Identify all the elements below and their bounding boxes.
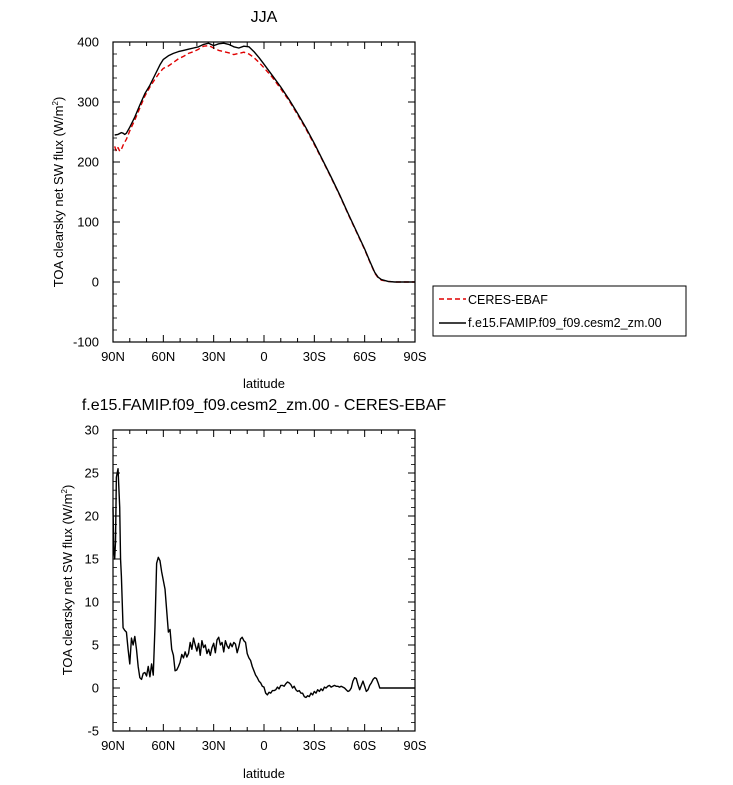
bottom-y-axis-label-end: ) [60, 485, 75, 489]
legend-label-model: f.e15.FAMIP.f09_f09.cesm2_zm.00 [468, 316, 662, 330]
bottom-x-tick-label: 60S [353, 738, 376, 753]
bottom-series-line-0 [112, 468, 415, 699]
top-x-axis-label: latitude [243, 376, 285, 391]
bottom-y-tick-label: 20 [85, 509, 99, 524]
top-x-tick-label: 30N [202, 349, 226, 364]
top-chart-title: JJA [251, 9, 278, 26]
bottom-x-tick-label: 30S [303, 738, 326, 753]
top-y-tick-label: 400 [77, 35, 99, 50]
bottom-y-tick-label: 30 [85, 423, 99, 438]
bottom-y-axis-label: TOA clearsky net SW flux (W/m2) [60, 485, 75, 676]
top-y-axis-label: TOA clearsky net SW flux (W/m2) [51, 97, 66, 288]
bottom-x-axis-label: latitude [243, 766, 285, 781]
bottom-y-tick-label: 25 [85, 466, 99, 481]
top-x-tick-label: 0 [260, 349, 267, 364]
top-x-tick-label: 90N [101, 349, 125, 364]
top-y-tick-label: 0 [92, 275, 99, 290]
top-x-tick-label: 60S [353, 349, 376, 364]
top-y-tick-label: -100 [73, 335, 99, 350]
top-x-tick-label: 30S [303, 349, 326, 364]
bottom-y-axis-label-main: TOA clearsky net SW flux (W/m [60, 494, 75, 676]
bottom-y-tick-label: 15 [85, 552, 99, 567]
bottom-chart-title: f.e15.FAMIP.f09_f09.cesm2_zm.00 - CERES-… [82, 397, 447, 414]
bottom-y-tick-label: 5 [92, 638, 99, 653]
bottom-y-tick-label: -5 [87, 724, 99, 739]
top-series-line-0 [114, 44, 415, 283]
bottom-y-axis-label-sup: 2 [60, 489, 69, 494]
top-y-axis-label-sup: 2 [51, 101, 60, 106]
top-series-group [114, 42, 415, 283]
top-y-tick-label: 200 [77, 155, 99, 170]
top-y-axis-label-end: ) [51, 97, 66, 101]
bottom-x-tick-label: 90S [403, 738, 426, 753]
bottom-series-group [112, 468, 415, 699]
top-series-line-1 [114, 42, 415, 283]
top-panel: JJA 90N 60N 30N 0 30S 60S 90S -100 0 100 200 300 400… [51, 9, 687, 391]
top-x-tick-label: 90S [403, 349, 426, 364]
bottom-x-tick-label: 90N [101, 738, 125, 753]
top-y-tick-label: 300 [77, 95, 99, 110]
top-plot-frame [112, 41, 416, 343]
bottom-y-tick-label: 10 [85, 595, 99, 610]
bottom-x-tick-label: 30N [202, 738, 226, 753]
top-y-axis-label-main: TOA clearsky net SW flux (W/m [51, 106, 66, 288]
bottom-x-tick-label: 60N [151, 738, 175, 753]
legend: CERES-EBAF f.e15.FAMIP.f09_f09.cesm2_zm.… [432, 285, 687, 337]
top-x-tick-label: 60N [151, 349, 175, 364]
top-y-tick-label: 100 [77, 215, 99, 230]
top-ticks: 90N 60N 30N 0 30S 60S 90S -100 0 100 200 300 400 [73, 35, 427, 365]
bottom-panel: f.e15.FAMIP.f09_f09.cesm2_zm.00 - CERES-… [60, 397, 446, 781]
bottom-y-tick-label: 0 [92, 681, 99, 696]
legend-label-ceres: CERES-EBAF [468, 293, 548, 307]
bottom-ticks: 90N 60N 30N 0 30S 60S 90S -5 0 5 10 15 20 25 30 [85, 423, 427, 754]
legend-box [432, 285, 687, 337]
bottom-x-tick-label: 0 [260, 738, 267, 753]
